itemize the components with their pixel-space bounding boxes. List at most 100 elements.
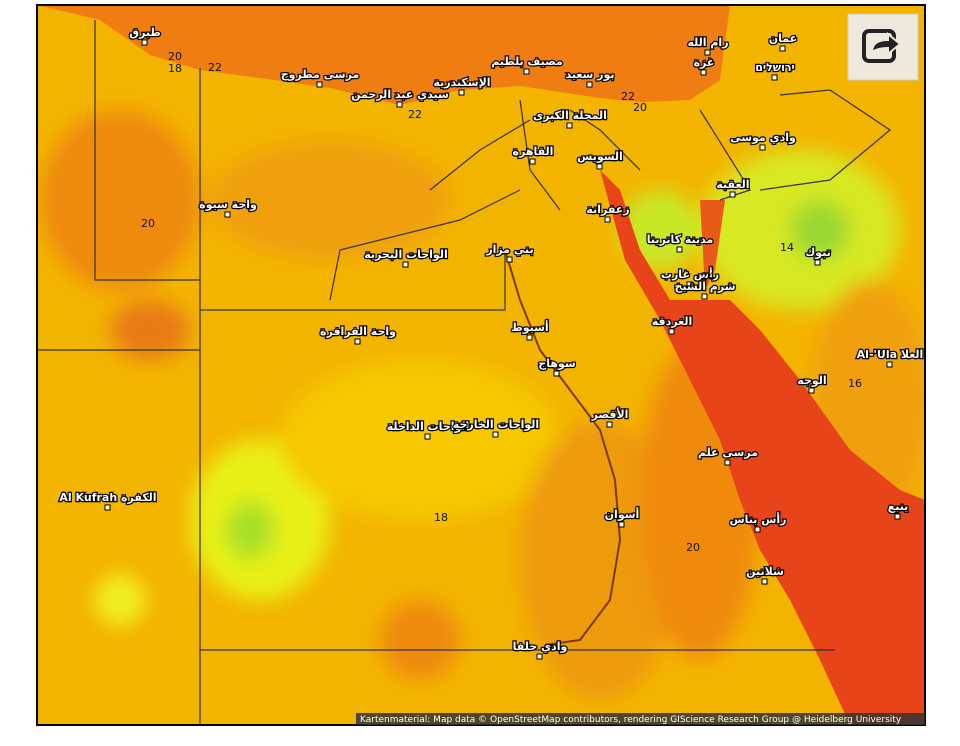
place-marker [354, 338, 361, 345]
place-label: بور سعيد [565, 68, 614, 81]
place-label: الوجه [797, 374, 826, 387]
place-marker [141, 39, 148, 46]
place-marker [704, 49, 711, 56]
nile [504, 249, 622, 646]
land [37, 5, 925, 725]
place-label: الغردقة [652, 315, 692, 328]
map-canvas [37, 5, 925, 725]
place-label: واحة سيوة [199, 198, 257, 211]
place-marker [618, 521, 625, 528]
place-label: مرسى مطروح [281, 68, 360, 81]
place-marker [668, 328, 675, 335]
place-marker [536, 653, 543, 660]
share-arrow[interactable] [870, 31, 902, 57]
place-label: طبرق [129, 26, 161, 39]
place-label: وادي موسى [730, 131, 796, 144]
place-label: عمان [769, 32, 797, 45]
place-label: زعفرانة [586, 203, 629, 216]
place-marker [224, 211, 231, 218]
place-marker [676, 246, 683, 253]
place-marker [606, 421, 613, 428]
place-label: الواحات الداخلة [387, 420, 470, 433]
contour-label: 20 [686, 541, 700, 554]
place-label: تبوك [805, 246, 831, 259]
place-marker [529, 158, 536, 165]
place-marker [761, 578, 768, 585]
place-label: القاهرة [513, 145, 554, 158]
place-label: مرسى علم [698, 446, 758, 459]
attribution-bg [356, 713, 925, 725]
place-marker [526, 334, 533, 341]
contour-label: 18 [434, 511, 448, 524]
place-label: شرم الشيخ [674, 280, 735, 293]
contour-label: 22 [408, 108, 422, 121]
place-label: واحة الفرافرة [320, 325, 396, 338]
place-marker [724, 459, 731, 466]
place-marker [771, 74, 778, 81]
place-marker [566, 122, 573, 129]
place-marker [586, 81, 593, 88]
borders [37, 20, 892, 725]
place-marker [686, 281, 693, 288]
place-marker [424, 433, 431, 440]
place-label: السويس [577, 150, 623, 163]
place-marker [402, 261, 409, 268]
place-label: سيدي عبد الرحمن [351, 88, 449, 101]
place-marker [894, 513, 901, 520]
place-label: الواحات البحرية [364, 248, 447, 261]
place-label: سوهاج [538, 357, 575, 371]
contour-label: 22 [208, 61, 222, 74]
place-label: ينبع [888, 500, 909, 513]
place-label: رام الله [687, 36, 728, 49]
place-label: العقبة [716, 178, 749, 191]
attribution: Kartenmaterial: Map data © OpenStreetMap… [360, 715, 902, 725]
place-marker [604, 216, 611, 223]
place-marker [596, 163, 603, 170]
contour-label: 24 [701, 270, 715, 283]
place-marker [553, 370, 560, 377]
share-button[interactable] [847, 13, 919, 81]
place-label: بني مزار [485, 243, 533, 256]
place-marker [701, 293, 708, 300]
place-marker [458, 89, 465, 96]
contour-label: 16 [848, 377, 862, 390]
place-marker [316, 81, 323, 88]
red-sea [600, 170, 925, 725]
contour-label: 20 [633, 101, 647, 114]
place-label: شلاتين [746, 565, 784, 578]
place-label: ירושלים [755, 61, 795, 74]
contour-label: 14 [780, 241, 794, 254]
place-marker [754, 526, 761, 533]
contour-label: 22 [621, 90, 635, 103]
place-label: المحلة الكبرى [533, 109, 607, 122]
place-marker [886, 361, 893, 368]
place-label: رأس بناس [729, 512, 786, 526]
place-marker [104, 504, 111, 511]
mediterranean [37, 5, 730, 105]
place-marker [396, 101, 403, 108]
place-label: Al-'Ula العلا [857, 348, 924, 361]
place-marker [808, 387, 815, 394]
place-marker [814, 259, 821, 266]
place-marker [700, 69, 707, 76]
place-label: الأقصر [591, 407, 629, 421]
place-label: أسيوط [511, 320, 548, 334]
place-marker [523, 68, 530, 75]
place-label: وادي حلفا [513, 640, 568, 653]
place-label: مصيف بلطيم [491, 55, 563, 68]
place-label: غزة [694, 56, 715, 69]
gulf-aqaba [700, 200, 725, 290]
contour-label: 20 [168, 50, 182, 63]
contour-label: 20 [141, 217, 155, 230]
place-label: مدينة كاترينا [647, 233, 714, 246]
place-marker [759, 144, 766, 151]
place-marker [506, 256, 513, 263]
place-marker [492, 431, 499, 438]
place-label: الإسكندرية [433, 76, 490, 89]
place-label: Al Kufrah الكفرة [59, 491, 156, 504]
place-label: أسوان [605, 507, 640, 521]
contour-label: 18 [168, 62, 182, 75]
